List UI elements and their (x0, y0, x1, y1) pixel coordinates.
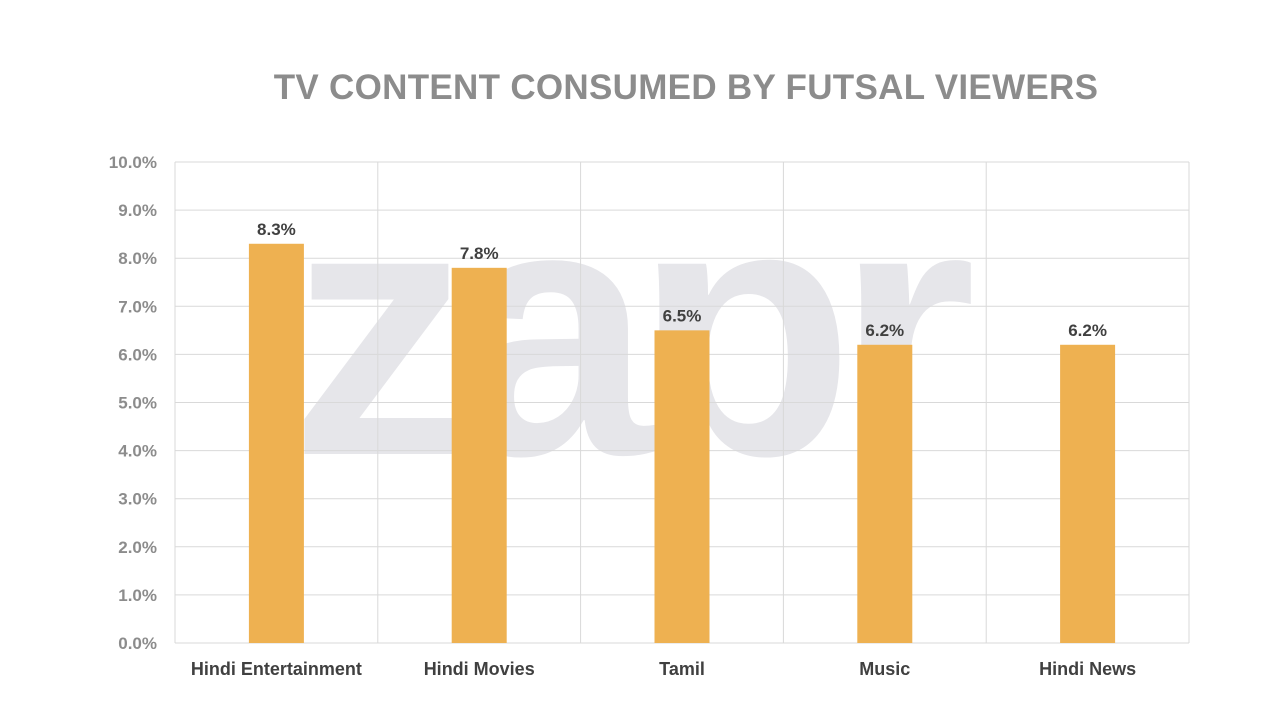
y-tick-label: 6.0% (118, 345, 157, 364)
y-tick-label: 7.0% (118, 297, 157, 316)
category-label: Tamil (659, 659, 705, 679)
data-label: 6.2% (1068, 321, 1107, 340)
data-label: 6.5% (663, 306, 702, 325)
bars (248, 243, 1116, 643)
category-label: Hindi News (1039, 659, 1136, 679)
y-tick-label: 10.0% (109, 153, 157, 172)
y-tick-label: 4.0% (118, 442, 157, 461)
y-tick-label: 2.0% (118, 538, 157, 557)
y-tick-label: 8.0% (118, 249, 157, 268)
y-tick-label: 0.0% (118, 634, 157, 653)
bar (248, 243, 304, 643)
data-labels: 8.3% 7.8% 6.5% 6.2% 6.2% (257, 220, 1107, 340)
y-axis-ticks: 0.0% 1.0% 2.0% 3.0% 4.0% 5.0% 6.0% 7.0% 8.0% 9.0%… (109, 153, 157, 653)
data-label: 6.2% (865, 321, 904, 340)
bar (857, 344, 913, 643)
y-tick-label: 5.0% (118, 394, 157, 413)
data-label: 8.3% (257, 220, 296, 239)
bar (1060, 344, 1116, 643)
bar (654, 330, 710, 643)
category-labels: Hindi Entertainment Hindi Movies Tamil Musi… (191, 659, 1136, 679)
category-label: Hindi Entertainment (191, 659, 362, 679)
category-label: Music (859, 659, 910, 679)
y-tick-label: 1.0% (118, 586, 157, 605)
y-tick-label: 9.0% (118, 201, 157, 220)
category-label: Hindi Movies (424, 659, 535, 679)
data-label: 7.8% (460, 244, 499, 263)
chart-title: TV CONTENT CONSUMED BY FUTSAL VIEWERS (273, 68, 1099, 107)
y-tick-label: 3.0% (118, 490, 157, 509)
bar (451, 267, 507, 643)
